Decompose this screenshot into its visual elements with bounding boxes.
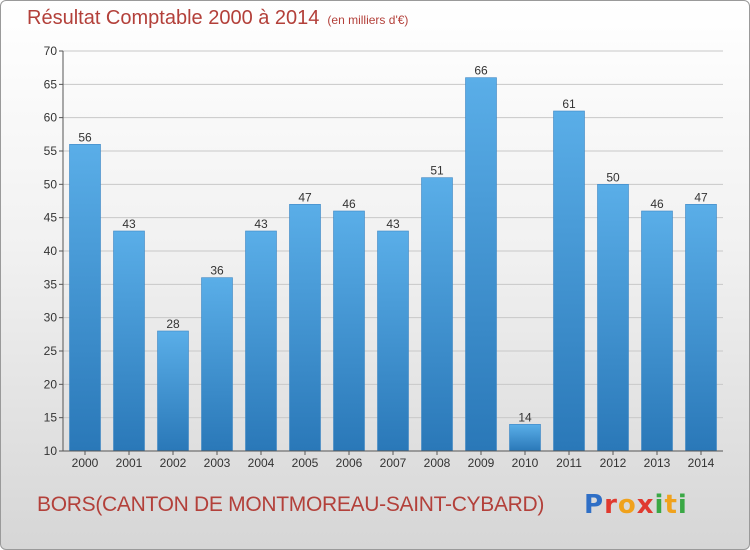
bar-2006: [333, 210, 365, 452]
x-tick-label-2005: 2005: [292, 456, 319, 470]
data-label-2010: 14: [518, 410, 532, 424]
y-tick-label: 70: [44, 44, 58, 58]
x-tick-label-2001: 2001: [116, 456, 143, 470]
data-label-2011: 61: [562, 97, 576, 111]
y-tick-label: 30: [44, 311, 58, 325]
x-tick-label-2011: 2011: [556, 456, 582, 470]
bar-2000: [69, 144, 101, 452]
bar-2001: [113, 230, 145, 452]
x-tick-label-2003: 2003: [204, 456, 231, 470]
bar-2002: [157, 330, 189, 452]
y-tick-label: 10: [44, 444, 58, 458]
bar-2005: [289, 204, 321, 452]
bar-2007: [377, 230, 409, 452]
data-label-2001: 43: [122, 217, 136, 231]
x-tick-label-2006: 2006: [336, 456, 363, 470]
x-tick-label-2002: 2002: [160, 456, 187, 470]
y-tick-label: 45: [44, 211, 58, 225]
bar-2012: [597, 184, 629, 452]
chart-title: Résultat Comptable 2000 à 2014 (en millie…: [27, 7, 408, 30]
y-tick-label: 55: [44, 144, 58, 158]
y-tick-label: 65: [44, 77, 58, 91]
y-tick-label: 20: [44, 377, 58, 391]
x-tick-label-2014: 2014: [688, 456, 715, 470]
y-tick-label: 25: [44, 344, 58, 358]
y-tick-label: 35: [44, 277, 58, 291]
bar-2014: [685, 204, 717, 452]
data-label-2000: 56: [78, 130, 92, 144]
data-label-2014: 47: [694, 190, 708, 204]
bar-2009: [465, 77, 497, 452]
y-tick-label: 50: [44, 177, 58, 191]
x-tick-label-2009: 2009: [468, 456, 495, 470]
data-label-2008: 51: [430, 164, 444, 178]
chart-subtitle: (en milliers d'€): [327, 13, 409, 27]
x-tick-label-2010: 2010: [512, 456, 539, 470]
x-tick-label-2013: 2013: [644, 456, 671, 470]
data-label-2002: 28: [166, 317, 180, 331]
bar-2008: [421, 177, 453, 452]
data-label-2007: 43: [386, 217, 400, 231]
data-label-2006: 46: [342, 197, 356, 211]
axes: [59, 50, 723, 455]
data-label-2009: 66: [474, 64, 488, 78]
bars: [69, 77, 717, 452]
x-tick-label-2007: 2007: [380, 456, 407, 470]
x-tick-label-2004: 2004: [248, 456, 275, 470]
commune-name: BORS(CANTON DE MONTMOREAU-SAINT-CYBARD): [37, 493, 545, 516]
bar-2013: [641, 210, 673, 452]
data-label-2005: 47: [298, 190, 312, 204]
bar-2003: [201, 277, 233, 452]
bar-2004: [245, 230, 277, 452]
data-label-2012: 50: [606, 170, 620, 184]
data-label-2003: 36: [210, 264, 224, 278]
proxiti-logo: Proxiti: [584, 490, 688, 520]
x-tick-label-2008: 2008: [424, 456, 451, 470]
chart-title-text: Résultat Comptable 2000 à 2014: [27, 7, 320, 29]
y-tick-label: 40: [44, 244, 58, 258]
labels: 10 15 20 25 30 35 40 45 50 55 60 65 70 56 2000 43 2001 28…: [44, 44, 715, 470]
y-tick-label: 15: [44, 411, 58, 425]
bar-2010: [509, 424, 541, 452]
data-label-2004: 43: [254, 217, 268, 231]
bar-2011: [553, 110, 585, 452]
x-tick-label-2000: 2000: [72, 456, 99, 470]
y-tick-label: 60: [44, 111, 58, 125]
data-label-2013: 46: [650, 197, 664, 211]
x-tick-label-2012: 2012: [600, 456, 627, 470]
